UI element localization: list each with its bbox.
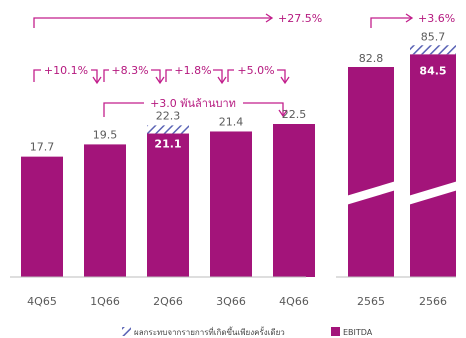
inner-label-2Q66: 21.1 bbox=[154, 138, 181, 151]
tick-label-1Q66: 1Q66 bbox=[90, 295, 120, 308]
value-label-2Q66: 22.3 bbox=[156, 109, 181, 122]
qoq-label-4: +5.0% bbox=[237, 64, 274, 77]
legend-label-ebitda: EBITDA bbox=[343, 328, 373, 337]
overall-growth-arrow bbox=[33, 17, 272, 28]
annotation-arrows bbox=[33, 13, 414, 118]
arrowhead bbox=[405, 13, 414, 23]
annual-bars: 82.8 2565 85.7 84.5 2566 bbox=[346, 30, 458, 308]
value-label-2565: 82.8 bbox=[359, 52, 384, 65]
bar-ebitda-1Q66 bbox=[84, 144, 126, 277]
absolute-growth-arrow bbox=[103, 102, 284, 117]
tick-label-4Q65: 4Q65 bbox=[27, 295, 57, 308]
qoq-arrow-4 bbox=[227, 69, 286, 82]
tick-label-2565: 2565 bbox=[357, 295, 385, 308]
value-label-2566: 85.7 bbox=[421, 30, 446, 43]
arrowhead bbox=[92, 76, 102, 85]
legend: ผลกระทบจากรายการที่เกิดขึ้นเพียงครั้งเดี… bbox=[122, 326, 373, 337]
qoq-label-3: +1.8% bbox=[174, 64, 211, 77]
tick-label-3Q66: 3Q66 bbox=[216, 295, 246, 308]
axis-break-2565 bbox=[346, 181, 396, 205]
bar-ebitda-2566 bbox=[410, 54, 456, 277]
legend-label-onetime: ผลกระทบจากรายการที่เกิดขึ้นเพียงครั้งเดี… bbox=[134, 326, 285, 337]
legend-swatch-ebitda bbox=[331, 327, 340, 336]
yoy-growth-label: +3.6% bbox=[418, 12, 455, 25]
quarterly-bars: 17.7 4Q65 19.5 1Q66 22.3 21.1 2Q66 21.4 3Q66 22.5… bbox=[21, 108, 315, 308]
qoq-label-2: +8.3% bbox=[111, 64, 148, 77]
axis-break-2566 bbox=[408, 181, 458, 205]
value-label-4Q65: 17.7 bbox=[30, 141, 55, 154]
qoq-label-1: +10.1% bbox=[44, 64, 88, 77]
inner-label-2566: 84.5 bbox=[419, 64, 446, 77]
arrowhead bbox=[280, 76, 290, 85]
yoy-growth-arrow bbox=[370, 17, 412, 28]
bar-ebitda-3Q66 bbox=[210, 131, 252, 277]
bar-ebitda-2565 bbox=[348, 67, 394, 277]
qoq-arrow-2 bbox=[103, 69, 161, 82]
arrowhead bbox=[278, 109, 288, 118]
bar-onetime-2Q66 bbox=[147, 125, 189, 134]
arrowhead bbox=[217, 76, 227, 85]
overall-growth-label: +27.5% bbox=[278, 12, 322, 25]
qoq-arrow-3 bbox=[165, 69, 223, 82]
tick-label-2566: 2566 bbox=[419, 295, 447, 308]
arrowhead bbox=[265, 13, 274, 23]
tick-label-4Q66: 4Q66 bbox=[279, 295, 309, 308]
value-label-1Q66: 19.5 bbox=[93, 128, 118, 141]
bar-ebitda-2Q66 bbox=[147, 133, 189, 277]
qoq-arrow-1 bbox=[33, 69, 98, 82]
absolute-growth-label: +3.0 พันล้านบาท bbox=[150, 97, 236, 110]
value-label-4Q66: 22.5 bbox=[282, 108, 307, 121]
value-label-3Q66: 21.4 bbox=[219, 115, 244, 128]
legend-swatch-onetime bbox=[122, 327, 131, 336]
bar-onetime-2566 bbox=[410, 45, 456, 55]
bar-ebitda-4Q66 bbox=[273, 124, 315, 277]
tick-label-2Q66: 2Q66 bbox=[153, 295, 183, 308]
bar-ebitda-4Q65 bbox=[21, 156, 63, 277]
arrowhead bbox=[155, 76, 165, 85]
